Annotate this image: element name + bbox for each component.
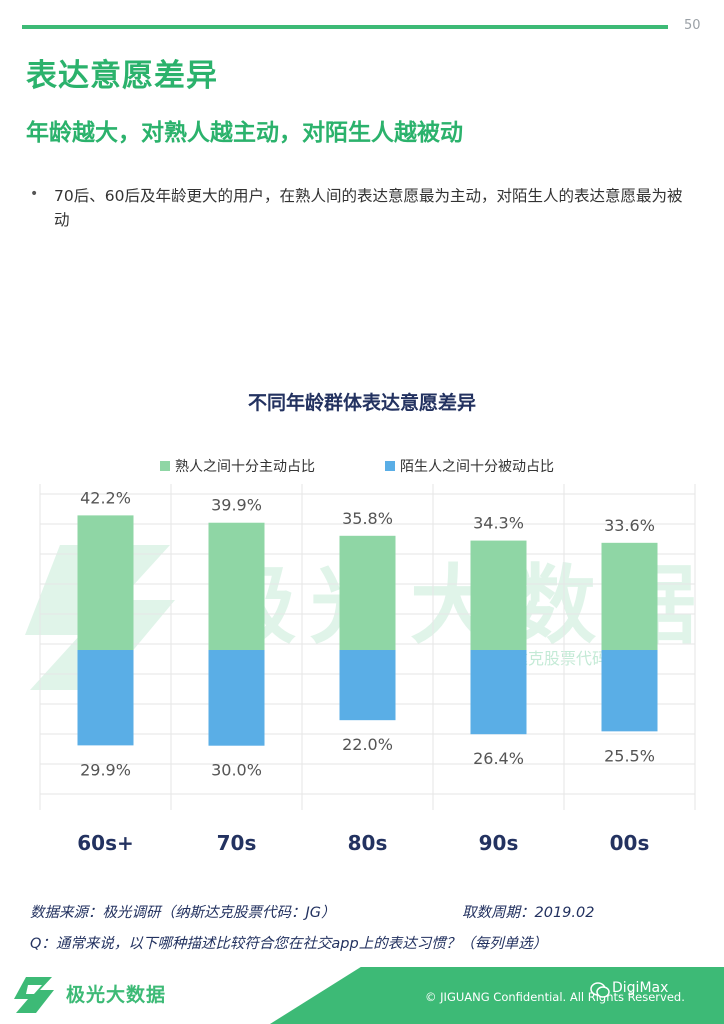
category-label: 70s <box>217 831 257 855</box>
bar-stranger-passive <box>77 650 134 746</box>
page-number: 50 <box>684 18 701 33</box>
data-label: 34.3% <box>473 514 524 533</box>
bullet-marker: • <box>30 186 39 202</box>
brand-logo-icon <box>14 977 54 1013</box>
data-label: 42.2% <box>80 488 131 507</box>
page-subtitle: 年龄越大，对熟人越主动，对陌生人越被动 <box>26 120 463 146</box>
survey-question: Q：通常来说，以下哪种描述比较符合您在社交app上的表达习惯？（每列单选） <box>30 936 548 952</box>
category-label: 00s <box>610 831 650 855</box>
bullet-text: 70后、60后及年龄更大的用户，在熟人间的表达意愿最为主动，对陌生人的表达意愿最… <box>54 187 683 229</box>
data-source: 数据来源：极光调研（纳斯达克股票代码：JG） <box>30 905 336 921</box>
bar-acquaintance-active <box>77 515 134 650</box>
data-label: 26.4% <box>473 749 524 768</box>
data-label: 33.6% <box>604 516 655 535</box>
data-label: 35.8% <box>342 509 393 528</box>
bar-stranger-passive <box>208 650 265 746</box>
category-label: 80s <box>348 831 388 855</box>
copyright-text: © JIGUANG Confidential. All Rights Reser… <box>425 990 685 1004</box>
wechat-account-name: DigiMax <box>612 980 669 996</box>
data-label: 29.9% <box>80 760 131 779</box>
bar-acquaintance-active <box>601 542 658 650</box>
bar-stranger-passive <box>470 650 527 735</box>
data-period: 取数周期：2019.02 <box>462 905 595 921</box>
legend-label: 陌生人之间十分被动占比 <box>400 459 554 475</box>
data-label: 30.0% <box>211 761 262 780</box>
bar-acquaintance-active <box>470 540 527 650</box>
legend-swatch <box>160 461 170 471</box>
chart-title: 不同年龄群体表达意愿差异 <box>247 392 476 414</box>
category-label: 90s <box>479 831 519 855</box>
data-label: 22.0% <box>342 735 393 754</box>
wechat-icon <box>590 982 610 998</box>
bar-acquaintance-active <box>339 535 396 650</box>
brand-name: 极光大数据 <box>66 984 167 1006</box>
data-label: 39.9% <box>211 496 262 515</box>
data-label: 25.5% <box>604 746 655 765</box>
bar-stranger-passive <box>601 650 658 732</box>
page-title: 表达意愿差异 <box>26 58 218 94</box>
category-label: 60s+ <box>77 831 134 855</box>
legend-label: 熟人之间十分主动占比 <box>175 459 315 475</box>
bar-acquaintance-active <box>208 522 265 650</box>
legend-swatch <box>385 461 395 471</box>
bar-stranger-passive <box>339 650 396 721</box>
top-divider <box>22 25 668 29</box>
